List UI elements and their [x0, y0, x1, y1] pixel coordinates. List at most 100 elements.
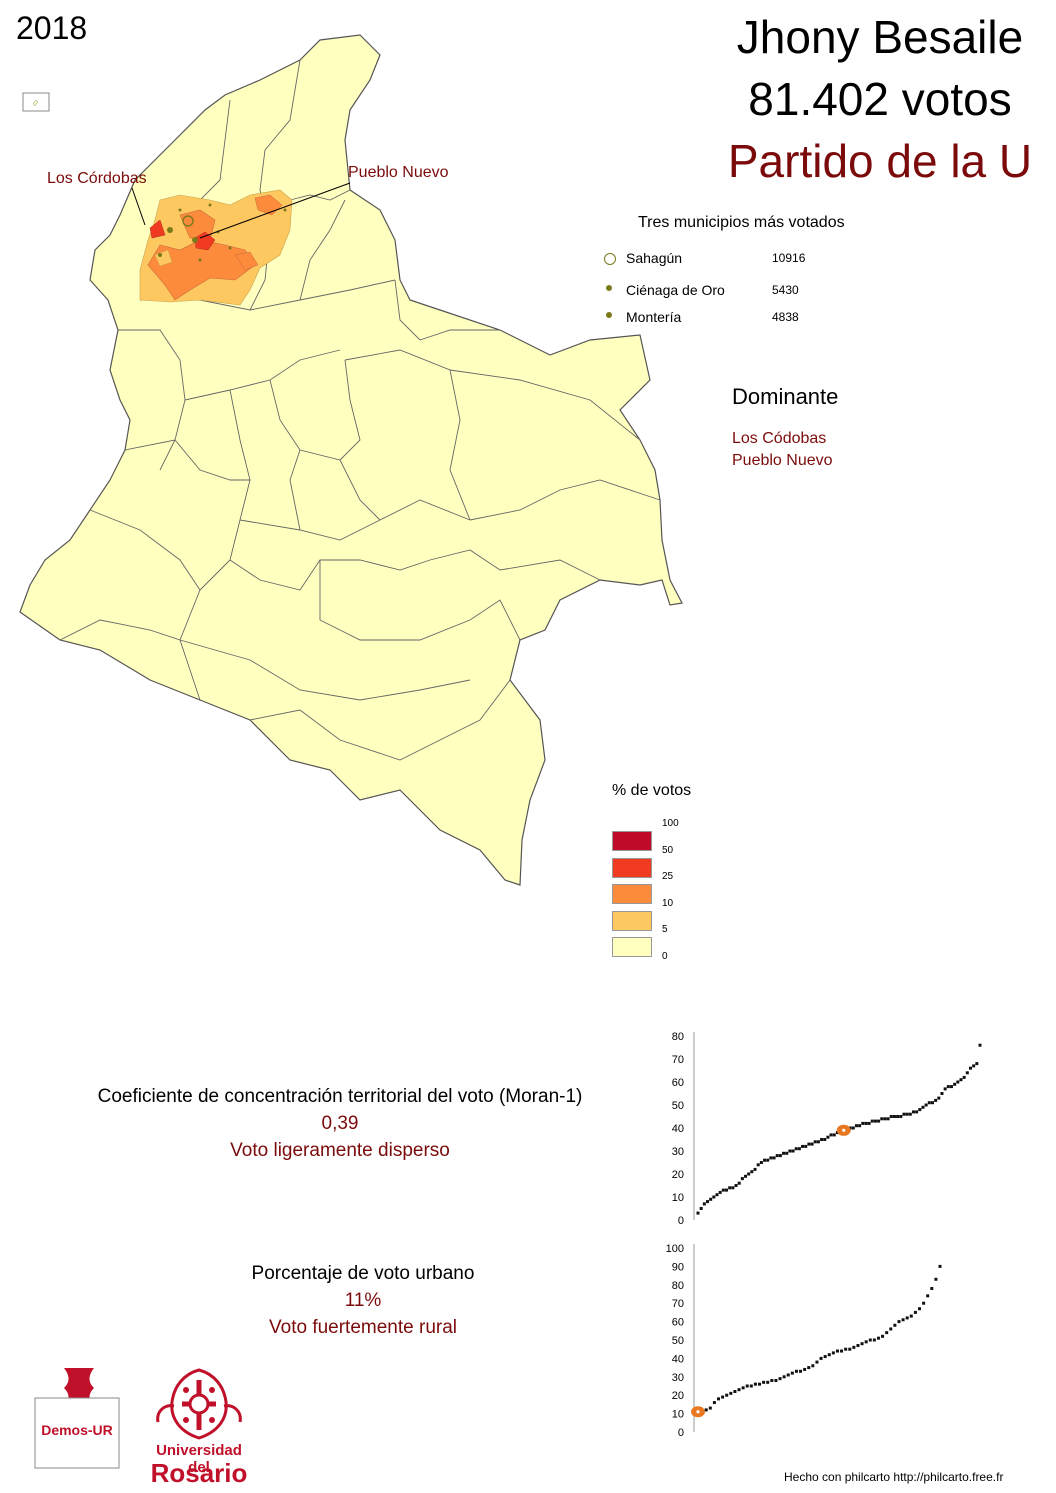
data-point: [889, 1115, 893, 1118]
data-point: [728, 1186, 732, 1190]
data-point: [965, 1071, 969, 1075]
data-point: [840, 1349, 844, 1353]
data-point: [803, 1367, 807, 1371]
dominant-item: Los Códobas: [732, 430, 827, 447]
data-point: [721, 1188, 725, 1192]
urban-label: Porcentaje de voto urbano: [251, 1263, 475, 1284]
rosario-crest-icon: [156, 1368, 242, 1440]
data-point: [943, 1087, 947, 1091]
data-point: [831, 1351, 835, 1355]
data-point: [856, 1344, 860, 1348]
data-point: [893, 1323, 897, 1327]
y-tick-label: 80: [672, 1031, 684, 1043]
data-point: [702, 1202, 706, 1206]
data-point: [909, 1314, 913, 1318]
y-tick-label: 100: [666, 1243, 684, 1255]
data-point: [873, 1119, 877, 1123]
y-tick-label: 70: [672, 1054, 684, 1066]
legend-tick: 50: [662, 845, 674, 856]
open-circle-icon: [604, 253, 616, 265]
data-point: [949, 1085, 953, 1089]
data-point: [749, 1384, 753, 1388]
y-tick-label: 0: [678, 1427, 684, 1439]
moran-value: 0,39: [321, 1113, 359, 1134]
data-point: [756, 1163, 760, 1167]
data-point: [864, 1121, 868, 1125]
moran-block: Coeficiente de concentración territorial…: [40, 1083, 640, 1164]
data-point: [794, 1147, 798, 1151]
y-tick-label: 60: [672, 1317, 684, 1329]
data-point: [788, 1149, 792, 1153]
moran-distribution-chart: 0 10 20 30 40 50 60 70 80: [672, 1031, 982, 1227]
demos-ur-text: Demos-UR: [41, 1422, 113, 1438]
top3-name: Sahagún: [626, 250, 683, 266]
demos-ur-logo: Demos-UR: [34, 1364, 120, 1470]
data-point: [860, 1342, 864, 1346]
leader-line-los-cordobas: [131, 187, 146, 226]
top3-name: Ciénaga de Oro: [626, 282, 725, 298]
data-point: [712, 1401, 716, 1405]
data-point: [810, 1142, 814, 1146]
data-point: [762, 1380, 766, 1384]
data-point: [851, 1126, 855, 1130]
moran-qualifier: Voto ligeramente disperso: [230, 1140, 450, 1161]
data-point: [782, 1151, 786, 1155]
data-point: [696, 1211, 700, 1215]
legend-title: % de votos: [612, 782, 692, 799]
data-point: [946, 1085, 950, 1089]
data-point: [978, 1043, 982, 1047]
data-point: [717, 1397, 721, 1401]
data-point: [937, 1096, 941, 1100]
legend-tick: 25: [662, 871, 674, 882]
data-point: [715, 1193, 719, 1197]
leader-line-pueblo-nuevo: [199, 182, 351, 239]
data-point: [733, 1390, 737, 1394]
y-tick-label: 20: [672, 1390, 684, 1402]
data-point: [881, 1334, 885, 1338]
top3-row: Montería 4838: [604, 309, 904, 329]
data-point: [718, 1190, 722, 1194]
data-point: [801, 1144, 805, 1148]
data-point: [861, 1121, 865, 1125]
legend: % de votos 100 50 25 10 5 0: [612, 782, 752, 972]
data-point: [782, 1375, 786, 1379]
data-point: [811, 1364, 815, 1368]
data-point: [908, 1112, 912, 1116]
data-point: [708, 1406, 712, 1410]
data-point: [872, 1338, 876, 1342]
data-point: [917, 1307, 921, 1311]
data-point: [744, 1174, 748, 1178]
data-point: [854, 1124, 858, 1128]
moran-label: Coeficiente de concentración territorial…: [97, 1086, 583, 1107]
data-point: [772, 1156, 776, 1160]
university-line2: Rosario: [150, 1458, 248, 1488]
total-votes: 81.402 votos: [748, 73, 1012, 126]
data-point: [922, 1301, 926, 1305]
data-point: [778, 1154, 782, 1158]
y-tick-label: 50: [672, 1100, 684, 1112]
top3-value: 4838: [772, 310, 799, 324]
y-tick-label: 20: [672, 1169, 684, 1181]
data-point: [786, 1373, 790, 1377]
urban-distribution-chart: 0 10 20 30 40 50 60 70 80 90 100: [666, 1243, 942, 1439]
y-tick-label: 30: [672, 1146, 684, 1158]
y-tick-label: 30: [672, 1372, 684, 1384]
data-point: [794, 1369, 798, 1373]
y-tick-label: 10: [672, 1409, 684, 1421]
data-point: [868, 1338, 872, 1342]
year-label: 2018: [16, 10, 88, 46]
data-point: [924, 1103, 928, 1107]
top3-title: Tres municipios más votados: [638, 214, 845, 231]
top3-row: Ciénaga de Oro 5430: [604, 282, 904, 302]
top3-value: 5430: [772, 283, 799, 297]
data-point: [848, 1347, 852, 1351]
data-point: [938, 1264, 942, 1268]
data-point: [829, 1133, 833, 1137]
legend-swatch: [612, 884, 652, 904]
data-point: [827, 1353, 831, 1357]
data-point: [699, 1207, 703, 1210]
candidate-block: Jhony Besaile 81.402 votos Partido de la…: [700, 6, 1056, 192]
data-point: [816, 1140, 820, 1144]
data-point: [770, 1378, 774, 1382]
legend-tick: 100: [662, 818, 679, 829]
